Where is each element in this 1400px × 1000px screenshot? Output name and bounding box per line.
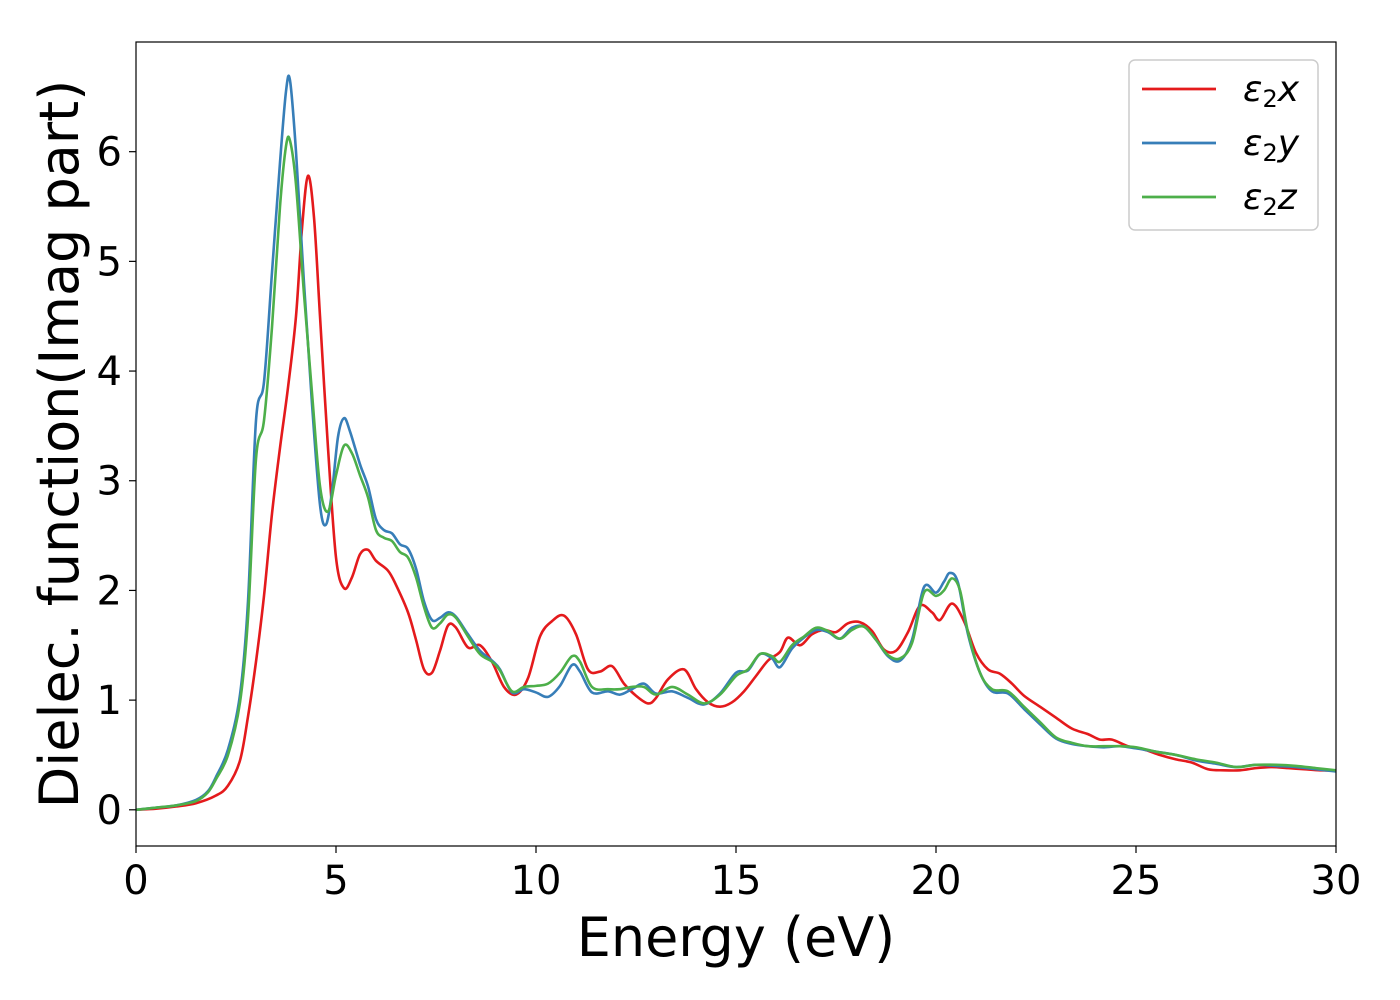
legend: ε2x ε2y ε2z (1128, 59, 1319, 231)
x-tick-label: 10 (511, 858, 562, 904)
y-tick-label: 2 (97, 568, 122, 614)
x-tick-label: 25 (1111, 858, 1162, 904)
y-tick-label: 5 (97, 239, 122, 285)
x-tick-label: 0 (123, 858, 148, 904)
legend-label-y: ε2y (1243, 123, 1300, 167)
series-line-x (135, 174, 1337, 812)
y-tick-label: 3 (97, 459, 122, 505)
series-line-z (135, 135, 1337, 812)
y-tick-label: 1 (97, 678, 122, 724)
x-tick-label: 20 (911, 858, 962, 904)
x-tick-label: 30 (1311, 858, 1362, 904)
y-axis-label: Dielec. function(Imag part) (28, 80, 91, 809)
x-axis-label: Energy (eV) (577, 906, 896, 969)
series-line-y (135, 74, 1337, 812)
legend-label-z: ε2z (1243, 177, 1298, 221)
y-tick-label: 0 (97, 788, 122, 834)
legend-box (1128, 59, 1319, 231)
x-tick-label: 5 (323, 858, 348, 904)
y-tick-label: 6 (97, 130, 122, 176)
y-tick-label: 4 (97, 349, 122, 395)
legend-label-x: ε2x (1243, 69, 1300, 113)
series-layer (135, 74, 1337, 812)
x-axis-ticks: 0 5 10 15 20 25 30 (123, 846, 1361, 904)
y-axis-ticks: 0 1 2 3 4 5 6 (97, 130, 136, 834)
x-tick-label: 15 (711, 858, 762, 904)
